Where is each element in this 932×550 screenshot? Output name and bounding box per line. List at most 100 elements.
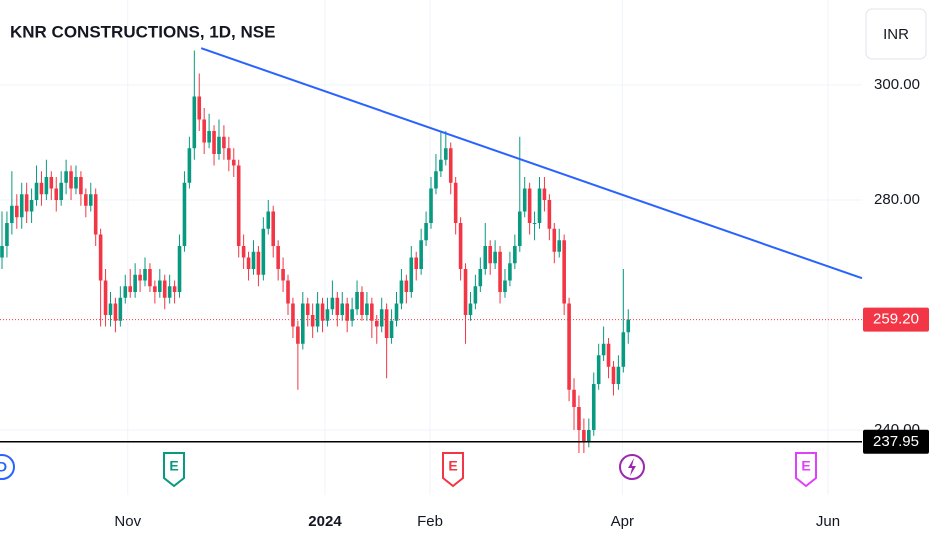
candle-body bbox=[350, 309, 354, 321]
currency-button[interactable] bbox=[865, 8, 927, 60]
candle-body bbox=[301, 303, 305, 344]
candle-body bbox=[54, 188, 59, 201]
y-tick-label: 280.00 bbox=[874, 191, 920, 208]
candle-body bbox=[345, 303, 349, 321]
candle-body bbox=[434, 171, 438, 189]
last-price-label: 259.20 bbox=[873, 311, 919, 328]
candle-body bbox=[138, 274, 142, 281]
candle-body bbox=[291, 303, 295, 327]
candle-body bbox=[29, 200, 34, 212]
chart-title: KNR CONSTRUCTIONS, 1D, NSE bbox=[10, 22, 275, 41]
candle-body bbox=[49, 176, 54, 189]
event-marker[interactable] bbox=[795, 452, 817, 488]
candle-body bbox=[335, 297, 340, 316]
candle-body bbox=[552, 228, 557, 252]
candle-body bbox=[157, 280, 162, 293]
candle-body bbox=[34, 182, 39, 201]
candle-body bbox=[325, 309, 330, 321]
x-tick-label: Nov bbox=[114, 513, 141, 530]
candle-body bbox=[488, 246, 492, 264]
candle-body bbox=[409, 257, 414, 293]
candle-body bbox=[148, 269, 152, 287]
candle-body bbox=[44, 176, 49, 195]
candle-body bbox=[246, 257, 251, 270]
candle-body bbox=[508, 263, 512, 281]
candle-body bbox=[355, 292, 359, 310]
candle-body bbox=[394, 303, 399, 321]
candle-body bbox=[616, 366, 621, 385]
candle-body bbox=[251, 251, 256, 270]
candle-body bbox=[14, 205, 19, 218]
event-marker[interactable] bbox=[442, 452, 464, 488]
event-marker[interactable] bbox=[0, 454, 15, 480]
candle-body bbox=[557, 240, 562, 252]
candle-body bbox=[458, 223, 463, 270]
x-tick-label: Jun bbox=[816, 513, 840, 530]
candle-body bbox=[212, 130, 216, 154]
candle-body bbox=[463, 269, 468, 316]
candle-body bbox=[113, 303, 118, 321]
candle-body bbox=[596, 355, 601, 385]
event-label[interactable]: E bbox=[448, 458, 457, 474]
candle-body bbox=[202, 119, 206, 143]
candle-body bbox=[123, 286, 128, 298]
candle-body bbox=[217, 136, 221, 154]
candle-body bbox=[503, 280, 507, 293]
candle-body bbox=[88, 194, 93, 206]
candle-body bbox=[478, 269, 483, 287]
support-box bbox=[863, 429, 929, 454]
candle-body bbox=[513, 246, 517, 264]
candle-body bbox=[222, 136, 226, 149]
candle-body bbox=[567, 303, 571, 390]
candle-body bbox=[227, 148, 231, 160]
candle-body bbox=[587, 430, 591, 442]
candle-body bbox=[64, 171, 68, 183]
candle-body bbox=[365, 303, 369, 316]
support-label: 237.95 bbox=[873, 433, 919, 450]
candle-body bbox=[69, 171, 73, 189]
event-label[interactable]: E bbox=[801, 458, 810, 474]
candle-body bbox=[19, 194, 24, 218]
candle-body bbox=[93, 194, 98, 235]
candle-body bbox=[473, 286, 478, 304]
last-price-box bbox=[863, 307, 929, 332]
candle-body bbox=[187, 148, 192, 183]
candle-body bbox=[143, 269, 147, 281]
candle-body bbox=[0, 246, 4, 258]
candle-body bbox=[118, 297, 123, 321]
candle-body bbox=[562, 240, 566, 304]
candle-body bbox=[98, 234, 103, 281]
candle-body bbox=[611, 366, 616, 385]
candle-body bbox=[370, 303, 374, 321]
candle-body bbox=[153, 286, 157, 293]
event-label[interactable]: E bbox=[169, 458, 178, 474]
candle-body bbox=[286, 280, 290, 304]
candle-body bbox=[305, 303, 310, 316]
x-tick-label: Feb bbox=[417, 513, 443, 530]
candle-body bbox=[468, 303, 473, 316]
event-marker[interactable] bbox=[163, 452, 185, 488]
candle-body bbox=[128, 286, 133, 293]
candle-body bbox=[577, 407, 581, 431]
candle-body bbox=[517, 211, 522, 247]
candle-body bbox=[384, 309, 389, 339]
candle-body bbox=[320, 303, 325, 321]
candle-body bbox=[192, 96, 197, 149]
candle-body bbox=[429, 188, 433, 224]
candle-body bbox=[424, 223, 428, 241]
candle-body bbox=[606, 343, 611, 367]
candle-body bbox=[419, 240, 423, 270]
grid bbox=[0, 0, 862, 495]
candle-body bbox=[399, 280, 404, 304]
candle-body bbox=[374, 320, 379, 327]
candle-body bbox=[24, 194, 29, 212]
currency-label[interactable]: INR bbox=[883, 26, 909, 43]
candle-body bbox=[236, 165, 241, 247]
candle-body bbox=[547, 200, 552, 229]
candle-body bbox=[5, 223, 9, 247]
x-tick-label: Apr bbox=[611, 513, 634, 530]
event-label[interactable]: D bbox=[0, 459, 7, 475]
candle-body bbox=[572, 389, 576, 408]
candle-body bbox=[197, 96, 202, 120]
